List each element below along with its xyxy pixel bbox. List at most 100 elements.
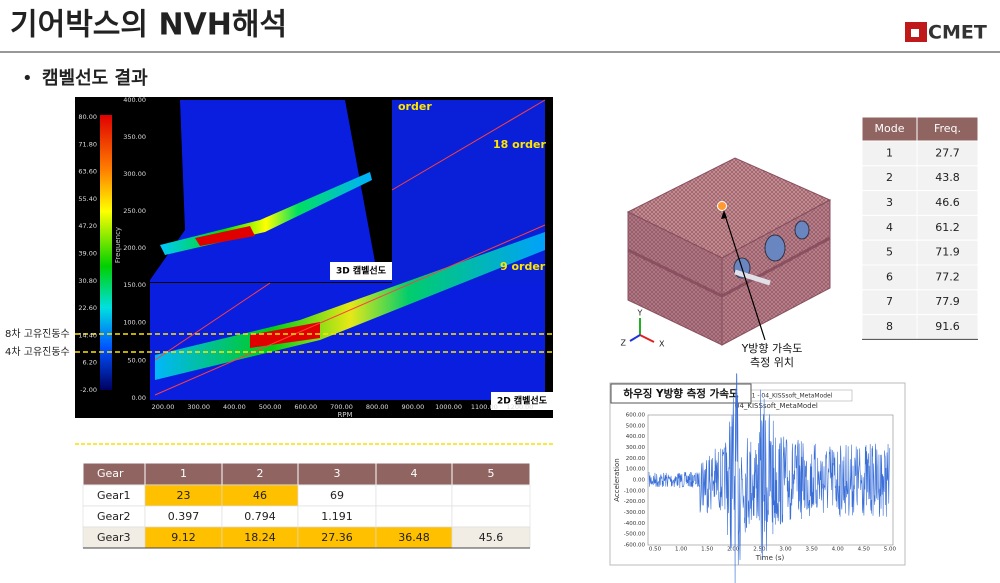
y-tick-label: 200.00	[123, 244, 146, 252]
arrow-head	[721, 210, 727, 219]
flange	[627, 248, 723, 298]
cell-text: 36.48	[398, 531, 430, 544]
cell	[916, 314, 979, 340]
order-line	[391, 99, 546, 191]
bearing	[764, 234, 786, 262]
plot-title: 04_KISSsoft_MetaModel	[735, 402, 818, 410]
y-tick-label: -200.00	[624, 499, 646, 505]
y-tick-label: 400.00	[626, 434, 646, 440]
y-tick-label: 400.00	[123, 96, 146, 104]
cell-text: 23	[177, 489, 191, 502]
y-label: Frequency	[114, 227, 122, 263]
cell-text: 0.397	[168, 510, 200, 523]
colorbar-label: 71.80	[78, 140, 97, 148]
plot-label: 하우징 Y방향 측정 가속도	[623, 387, 739, 400]
mode-marker: 4차 고유진동수	[5, 346, 70, 358]
x-tick-label: 400.00	[223, 403, 246, 411]
label-box	[491, 392, 553, 410]
header-text: 1	[180, 467, 187, 480]
y-tick-label: 100.00	[123, 319, 146, 327]
label-box	[330, 262, 392, 280]
y-tick-label: -500.00	[624, 532, 646, 538]
x-tick-label: 200.00	[152, 403, 175, 411]
cell-text: 1.191	[321, 510, 353, 523]
cell-text: 6	[886, 270, 893, 283]
x-tick-label: 1.50	[701, 547, 714, 553]
acceleration-plot: _Acc_1 - 04_KISSsoft_MetaModel 04_KISSso…	[609, 373, 906, 583]
colorbar-label: 55.40	[78, 195, 97, 203]
cell-text: 71.9	[935, 246, 960, 259]
logo: CMET	[928, 22, 987, 44]
x-tick-label: 800.00	[366, 403, 389, 411]
colorbar-label: 14.40	[78, 331, 97, 339]
cell	[916, 239, 979, 266]
x-tick-label: 1100.00	[471, 403, 498, 411]
header-cell	[916, 116, 979, 142]
x-tick-label: 700.00	[330, 403, 353, 411]
shaft	[734, 269, 771, 286]
x-tick-label: 3.00	[779, 547, 792, 553]
cell-text: 5	[886, 246, 893, 259]
header-text: 4	[411, 467, 418, 480]
hot-zone	[250, 322, 320, 348]
x-tick-label: 900.00	[402, 403, 425, 411]
order-line	[154, 224, 546, 396]
x-tick-label: 1200.00	[507, 403, 534, 411]
cell-text: 77.9	[935, 295, 960, 308]
cell-text: 0.794	[244, 510, 276, 523]
plot-2d	[150, 283, 545, 400]
header-text: 5	[488, 467, 495, 480]
mode-table: Mode Freq. 1 27.7 2 43.8 3 46.6 4 61.2 5 71.9 6 77.2 7…	[861, 116, 979, 340]
logo-mark-inner	[911, 29, 919, 37]
header-text: Mode	[875, 122, 905, 135]
cell-text: 9.12	[171, 531, 196, 544]
x-tick-label: 300.00	[187, 403, 210, 411]
colorbar-label: 39.00	[78, 250, 97, 258]
sensor-point	[717, 201, 727, 211]
3d-shadow	[150, 100, 185, 280]
y-tick-label: -600.00	[624, 542, 646, 548]
x-tick-label: 0.50	[649, 547, 662, 553]
colorbar-label: 63.60	[78, 168, 97, 176]
cell-text: 91.6	[935, 320, 960, 333]
cell	[861, 239, 918, 266]
colorbar-label: 30.80	[78, 277, 97, 285]
cell-text: 69	[330, 489, 344, 502]
x-tick-label: 1.00	[675, 547, 688, 553]
cell-text: Gear3	[97, 531, 131, 544]
axis-x	[639, 334, 655, 343]
cell-text: 18.24	[244, 531, 276, 544]
cell	[375, 484, 453, 507]
colorbar	[100, 115, 112, 390]
label-box	[610, 383, 752, 404]
y-tick-label: 200.00	[626, 456, 646, 462]
title: 기어박스의 NVH해석	[10, 8, 287, 43]
callout-text: 측정 위치	[750, 356, 794, 369]
cell-text: 4	[886, 221, 893, 234]
cell-text: 3	[886, 196, 893, 209]
waveform	[648, 373, 891, 583]
cell-text: 77.2	[935, 270, 960, 283]
gearbox-model: Y X Z Y방향 가속도 측정 위치	[621, 157, 832, 369]
cell	[916, 165, 979, 192]
x-label: Time (s)	[755, 554, 785, 562]
header-text: 3	[334, 467, 341, 480]
header-text: Freq.	[934, 122, 961, 135]
x-tick-label: 4.00	[832, 547, 845, 553]
y-tick-label: 150.00	[123, 281, 146, 289]
colorbar-label: 6.20	[83, 359, 97, 367]
bearing	[794, 220, 810, 240]
y-label: Acceleration	[613, 458, 621, 502]
x-tick-label: 500.00	[259, 403, 282, 411]
y-tick-label: 500.00	[626, 423, 646, 429]
x-tick-label: 5.00	[884, 547, 897, 553]
cell	[451, 505, 531, 528]
callout-text: Y방향 가속도	[741, 342, 803, 355]
flange	[721, 236, 831, 298]
x-tick-label: 1000.00	[435, 403, 462, 411]
cell-text: Gear1	[97, 489, 131, 502]
cell	[916, 214, 979, 241]
